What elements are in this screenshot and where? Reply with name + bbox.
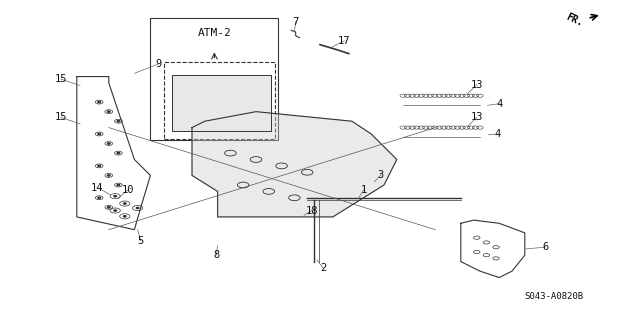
Text: 15: 15 [54,112,67,122]
Text: 8: 8 [213,250,220,260]
Bar [164,62,275,139]
Circle shape [124,203,126,204]
Circle shape [108,207,110,208]
Text: 7: 7 [292,17,299,27]
Circle shape [124,216,126,217]
Text: 13: 13 [470,79,483,90]
Text: 17: 17 [338,36,351,46]
Text: 4: 4 [496,99,502,109]
Text: 4: 4 [495,129,501,139]
Circle shape [136,207,139,209]
Circle shape [117,184,120,186]
Text: 10: 10 [122,185,134,195]
Text: 5: 5 [138,236,144,246]
Text: 6: 6 [542,242,548,252]
Text: 18: 18 [305,205,318,216]
Circle shape [108,111,110,112]
Polygon shape [192,112,397,217]
Text: 15: 15 [54,74,67,84]
Text: 14: 14 [91,182,104,193]
Circle shape [98,165,100,167]
Text: 9: 9 [156,59,162,69]
Circle shape [98,101,100,103]
Bar [172,75,271,131]
Text: 2: 2 [320,263,326,273]
Circle shape [108,143,110,144]
Circle shape [98,197,100,198]
Text: S043-A0820B: S043-A0820B [525,292,584,301]
Text: 3: 3 [378,170,384,180]
Text: ATM-2: ATM-2 [198,28,231,39]
Bar [150,18,278,140]
Circle shape [114,210,116,211]
Circle shape [114,196,116,197]
Circle shape [98,133,100,135]
Circle shape [117,152,120,154]
Text: FR.: FR. [564,11,584,28]
Text: 1: 1 [360,185,367,195]
Text: 13: 13 [470,112,483,122]
Circle shape [117,121,120,122]
Circle shape [108,175,110,176]
